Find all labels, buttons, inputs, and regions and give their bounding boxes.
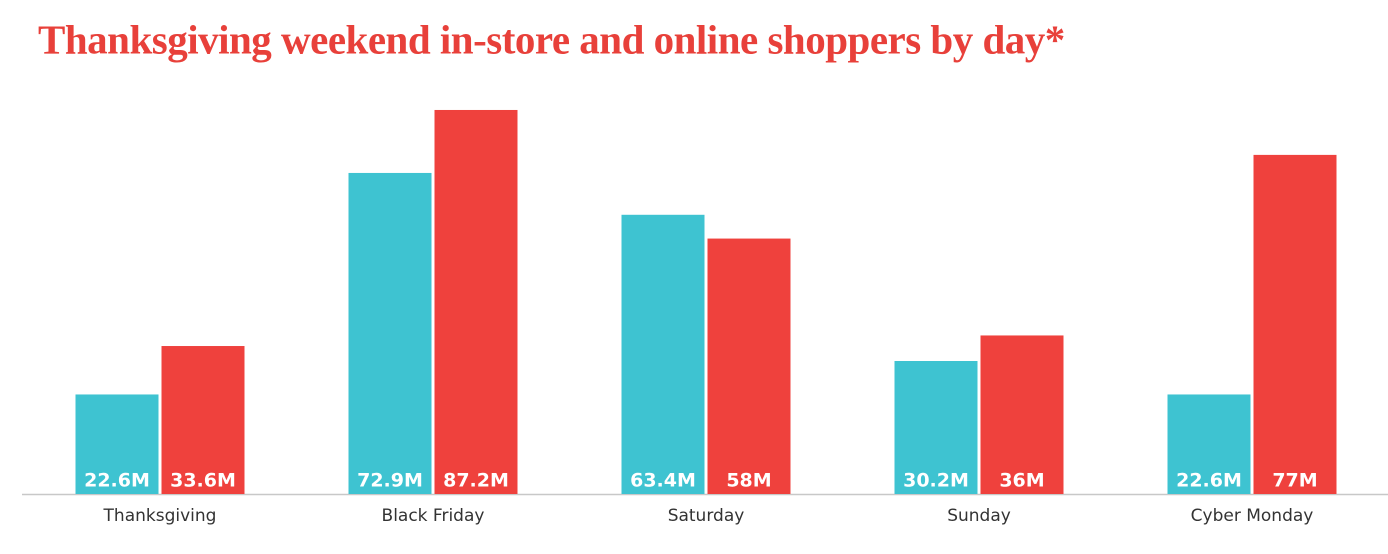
value-label: 77M xyxy=(1272,470,1317,492)
x-tick-label: Sunday xyxy=(947,506,1011,526)
x-tick-label: Saturday xyxy=(668,506,745,526)
x-tick-label: Thanksgiving xyxy=(103,506,217,526)
value-label: 87.2M xyxy=(443,470,509,492)
x-tick-label: Cyber Monday xyxy=(1191,506,1314,526)
bar xyxy=(707,238,791,494)
bar xyxy=(1253,154,1337,494)
value-label: 30.2M xyxy=(903,470,969,492)
bar xyxy=(1167,394,1251,494)
value-label: 36M xyxy=(999,470,1044,492)
value-label: 33.6M xyxy=(170,470,236,492)
bar xyxy=(348,172,432,494)
bar xyxy=(434,109,518,495)
bar xyxy=(980,335,1064,494)
value-label: 72.9M xyxy=(357,470,423,492)
x-tick-label: Black Friday xyxy=(382,506,485,526)
value-label: 22.6M xyxy=(1176,470,1242,492)
value-label: 63.4M xyxy=(630,470,696,492)
bar xyxy=(894,360,978,494)
chart-title: Thanksgiving weekend in-store and online… xyxy=(38,16,1065,62)
value-label: 58M xyxy=(726,470,771,492)
bar xyxy=(621,214,705,494)
bar xyxy=(161,346,245,494)
value-label: 22.6M xyxy=(84,470,150,492)
bar xyxy=(75,394,159,494)
